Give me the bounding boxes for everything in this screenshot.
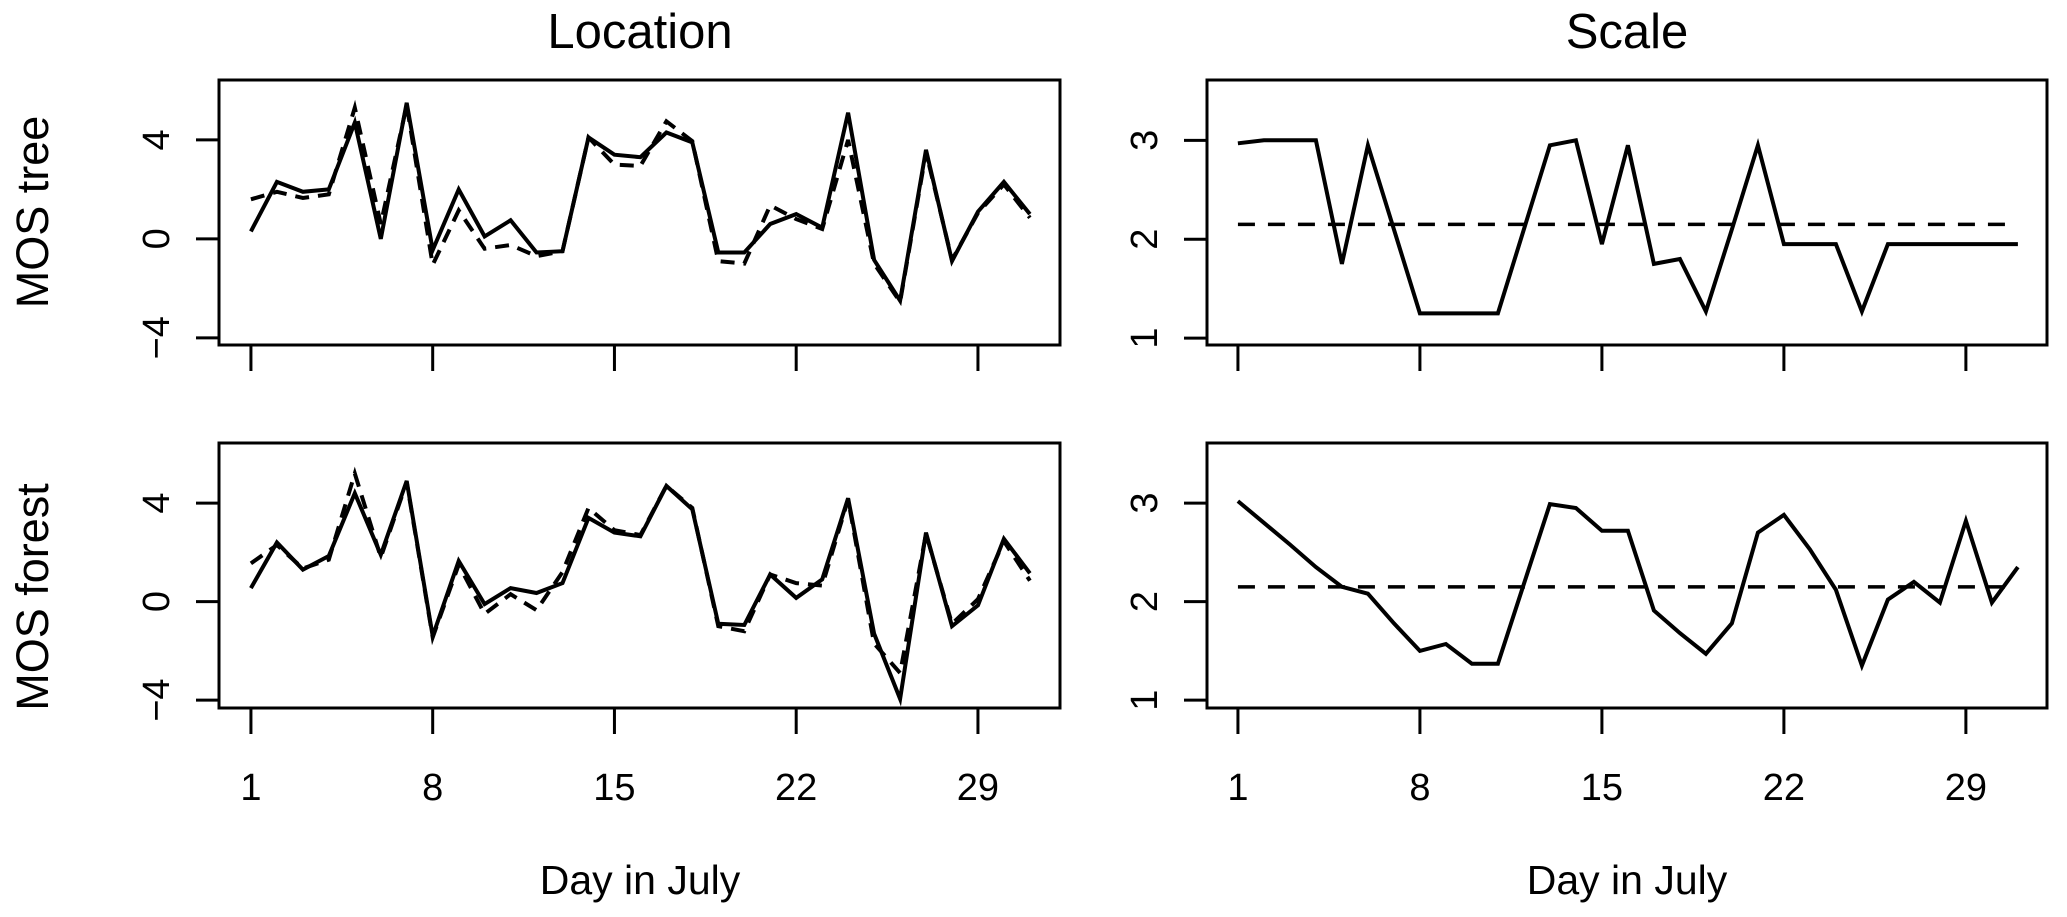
chart-scale-mos-forest: 1 8 15 22 29 3 2 1 [1124,441,2049,809]
x-tick-label: 22 [775,767,817,809]
column-title-location: Location [547,5,733,59]
x-tick-label: 8 [422,767,443,809]
x-tick-label: 1 [240,767,261,809]
chart-scale-mos-tree: 3 2 1 [1124,78,2049,371]
y-tick-label: 0 [136,591,178,612]
y-tick-label: 4 [136,493,178,514]
series-solid-line [249,102,1032,307]
plot-box [217,441,1062,710]
series-solid-line [1236,499,2020,672]
x-tick-label: 29 [957,767,999,809]
x-tick-label: 29 [1945,767,1987,809]
series-dashed-line [250,99,1032,308]
plot-box [1205,441,2049,710]
x-tick-label: 22 [1763,767,1805,809]
plot-box [217,78,1062,347]
chart-location-mos-tree: 4 0 −4 [136,78,1062,371]
y-tick-label: 2 [1124,229,1166,250]
plot-box [1205,78,2049,347]
x-tick-label: 15 [1581,767,1623,809]
x-axis-label-left: Day in July [539,857,741,903]
x-tick-label: 15 [593,767,635,809]
x-axis-label-right: Day in July [1526,857,1728,903]
y-tick-label: 3 [1124,493,1166,514]
y-tick-label: 1 [1124,690,1166,711]
x-tick-label: 8 [1409,767,1430,809]
y-tick-label: 1 [1124,328,1166,349]
y-axis-label-mos-tree: MOS tree [7,115,58,309]
y-axis-label-mos-forest: MOS forest [7,483,58,711]
y-tick-label: −4 [136,678,178,721]
y-tick-label: −4 [136,316,178,359]
y-tick-label: 4 [136,129,178,150]
column-title-scale: Scale [1565,5,1689,59]
series-dashed-line [249,466,1032,678]
y-tick-label: 2 [1124,591,1166,612]
series-solid-line [1237,137,2018,317]
chart-location-mos-forest: 1 8 15 22 29 4 0 −4 [136,441,1062,809]
y-tick-label: 0 [136,228,178,249]
series-solid-line [249,480,1032,707]
y-tick-label: 3 [1124,130,1166,151]
x-tick-label: 1 [1227,767,1248,809]
